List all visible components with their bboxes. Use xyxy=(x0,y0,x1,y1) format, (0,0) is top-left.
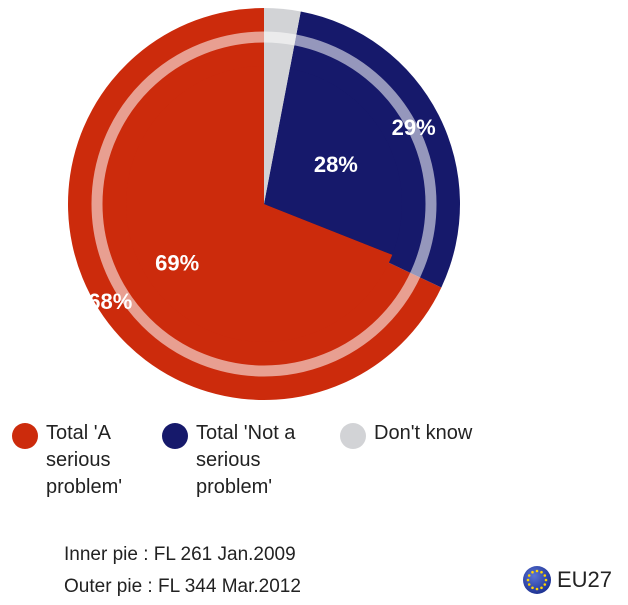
legend-label-serious-problem: Total 'A serious problem' xyxy=(46,422,123,498)
inner-pie-slice-not-serious-problem xyxy=(264,68,402,255)
legend-item-not-serious-problem: Total 'Not a serious problem' xyxy=(162,420,295,501)
legend-item-serious-problem: Total 'A serious problem' xyxy=(12,420,122,501)
inner-pie-slice-dont-know xyxy=(264,66,290,204)
eu-flag-icon xyxy=(523,566,551,594)
eu-star xyxy=(535,587,539,591)
eu-star xyxy=(535,569,539,573)
eu-star xyxy=(526,578,530,582)
legend-label-dont-know: Don't know xyxy=(374,422,473,444)
eu-star xyxy=(527,583,531,586)
ring-separator xyxy=(91,31,437,377)
inner-pie xyxy=(125,66,402,343)
pie-chart: 68% 29% 69% 28% xyxy=(67,8,460,400)
source-outer-pie: Outer pie : FL 344 Mar.2012 xyxy=(64,576,301,597)
outer-pie-label-serious-problem: 68% xyxy=(88,289,132,314)
legend-swatch-not-serious-problem xyxy=(162,423,188,449)
legend-swatch-serious-problem xyxy=(12,423,38,449)
source-notes: Inner pie : FL 261 Jan.2009 Outer pie : … xyxy=(64,540,301,604)
eu-star xyxy=(527,574,531,577)
legend-swatch-dont-know xyxy=(340,423,366,449)
eu-star xyxy=(540,570,543,574)
eu-star xyxy=(531,570,534,574)
eu-star xyxy=(543,574,547,577)
inner-pie-slice-serious-problem xyxy=(125,66,393,343)
eu-star xyxy=(544,578,548,582)
chart-legend: Total 'A serious problem' Total 'Not a s… xyxy=(12,420,532,520)
inner-pie-label-not-serious-problem: 28% xyxy=(314,152,358,177)
eu-star xyxy=(531,586,534,590)
eu27-badge: EU27 xyxy=(522,565,612,595)
eu27-label: EU27 xyxy=(557,567,613,592)
eu-star xyxy=(543,583,547,586)
slice-labels: 68% 29% 69% 28% xyxy=(88,115,435,314)
legend-item-dont-know: Don't know xyxy=(340,420,472,449)
legend-label-not-serious-problem: Total 'Not a serious problem' xyxy=(196,422,296,498)
outer-pie-label-not-serious-problem: 29% xyxy=(392,115,436,140)
source-inner-pie: Inner pie : FL 261 Jan.2009 xyxy=(64,544,296,565)
eu-star xyxy=(540,586,543,590)
inner-pie-label-serious-problem: 69% xyxy=(155,251,199,276)
